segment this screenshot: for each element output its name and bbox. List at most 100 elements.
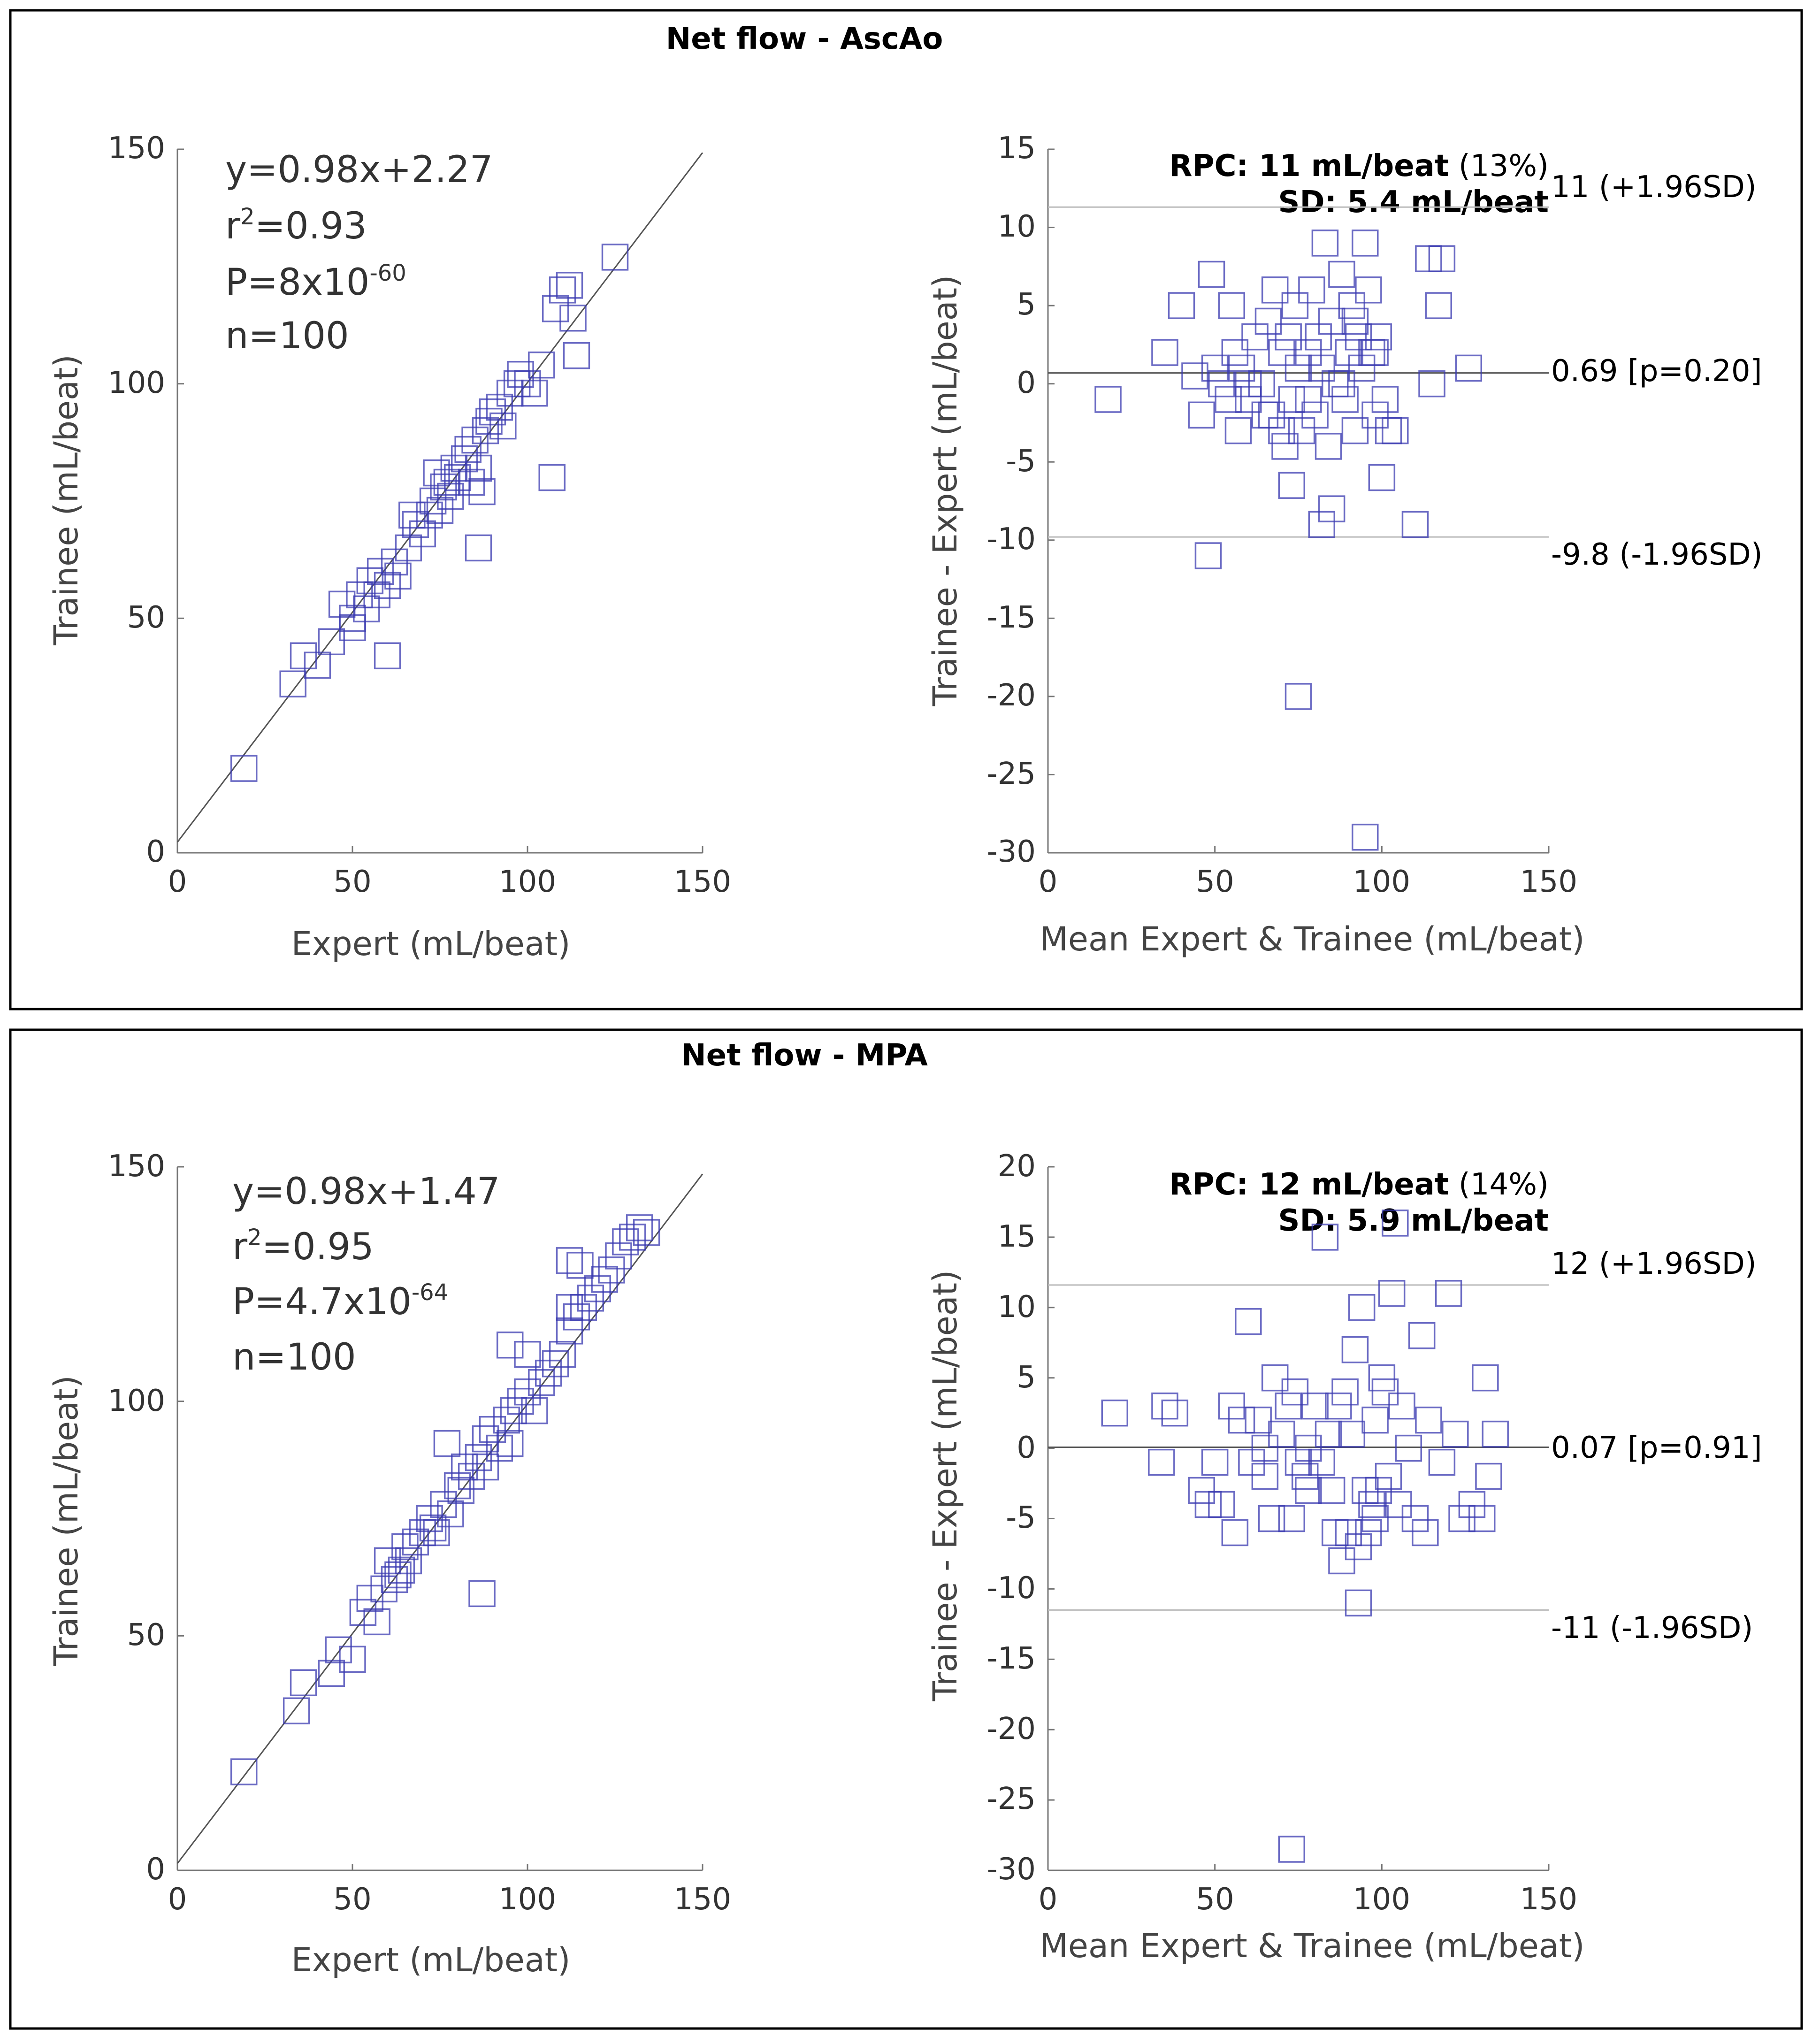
data-point	[416, 1505, 443, 1532]
y-tick-label: -30	[986, 834, 1036, 869]
sample-size: n=100	[232, 1336, 356, 1378]
data-point	[1284, 1448, 1312, 1476]
data-point	[626, 1214, 653, 1241]
y-tick-label: -15	[986, 1641, 1036, 1676]
mean-bias-label: 0.69 [p=0.20]	[1551, 354, 1762, 389]
data-point	[538, 464, 566, 491]
data-point	[496, 1430, 524, 1457]
rpc-annotation: RPC: 12 mL/beat (14%)	[1169, 1167, 1549, 1202]
data-point	[1448, 1505, 1476, 1532]
data-point	[304, 651, 331, 679]
data-point	[1188, 1477, 1215, 1504]
regression-line	[176, 1173, 703, 1864]
bland-altman-plot-ascao: 0 50 100 150 15 10 5 0 -5 -10 -15 -20 -2…	[926, 131, 1763, 958]
y-tick-label: 5	[1017, 287, 1036, 322]
data-point	[1385, 1491, 1412, 1518]
data-point	[356, 567, 384, 595]
x-tick-label: 50	[1196, 1882, 1234, 1917]
x-tick-label: 150	[1520, 865, 1577, 899]
data-point	[465, 454, 492, 482]
data-point	[475, 407, 503, 435]
data-point	[1328, 1547, 1355, 1575]
data-point	[1275, 1392, 1302, 1420]
scatter-plot-mpa: 0 50 100 150 0 50 100 150 Expert (mL/bea…	[47, 1149, 731, 1979]
data-point	[577, 1285, 604, 1312]
upper-limit-label: 11 (+1.96SD)	[1551, 170, 1757, 205]
data-point	[479, 1416, 506, 1443]
y-tick-label: 150	[108, 1149, 165, 1184]
data-point	[444, 464, 471, 491]
data-point	[1301, 401, 1329, 429]
data-point	[1308, 511, 1336, 538]
data-point	[1281, 292, 1309, 319]
data-point	[433, 1430, 461, 1457]
data-point	[339, 605, 366, 632]
data-point	[1201, 354, 1229, 382]
data-point	[395, 534, 422, 562]
data-point	[1341, 307, 1369, 335]
data-point	[465, 534, 492, 562]
data-point	[1338, 1420, 1366, 1448]
data-point	[1468, 1505, 1496, 1532]
data-point	[514, 1340, 541, 1368]
data-point	[1251, 1434, 1279, 1462]
data-point	[1352, 230, 1379, 257]
x-axis-label: Mean Expert & Trainee (mL/beat)	[1040, 920, 1584, 958]
data-point	[496, 379, 524, 407]
data-point	[535, 1359, 562, 1387]
data-point	[283, 1697, 310, 1724]
data-point	[1308, 1448, 1336, 1476]
data-point	[1328, 370, 1355, 398]
data-point	[1365, 1477, 1392, 1504]
data-point	[1224, 417, 1252, 444]
data-point	[1455, 354, 1483, 382]
data-point	[1284, 683, 1312, 710]
x-tick-label: 50	[333, 865, 371, 899]
data-point	[1268, 339, 1295, 366]
data-point	[528, 1369, 555, 1396]
y-tick-label: 5	[1017, 1360, 1036, 1395]
y-tick-label: 0	[1017, 1431, 1036, 1465]
data-point	[1412, 1519, 1439, 1546]
data-point	[384, 562, 412, 590]
data-point	[1338, 292, 1366, 319]
data-point	[633, 1219, 660, 1246]
x-tick-label: 0	[1039, 865, 1058, 899]
scatter-plot-ascao: 0 50 100 150 0 50 100 150 Expert (mL/bea…	[47, 131, 731, 963]
data-point	[1315, 433, 1342, 460]
data-point	[1341, 417, 1369, 444]
panel-title-ascao: Net flow - AscAo	[666, 22, 943, 56]
data-point	[1428, 245, 1456, 272]
data-point	[472, 1453, 499, 1481]
data-point	[465, 1444, 492, 1471]
x-tick-label: 150	[674, 1882, 731, 1917]
y-tick-label: -25	[986, 1782, 1036, 1816]
data-point	[1368, 464, 1396, 491]
y-tick-label: 0	[1017, 366, 1036, 400]
data-point	[328, 590, 356, 618]
data-point	[1415, 1406, 1442, 1434]
data-point	[1361, 339, 1389, 366]
data-point	[318, 628, 345, 656]
data-point	[430, 473, 457, 501]
data-point	[1181, 362, 1208, 390]
data-point	[549, 276, 576, 304]
data-point	[454, 436, 482, 463]
data-point	[1382, 1210, 1409, 1237]
panel-title-mpa: Net flow - MPA	[681, 1038, 928, 1073]
data-point	[1401, 1505, 1429, 1532]
data-point	[290, 642, 317, 670]
data-point	[346, 581, 373, 609]
data-point	[591, 1266, 618, 1293]
data-point	[1261, 276, 1289, 304]
data-point	[1328, 260, 1355, 288]
data-point	[395, 1547, 422, 1575]
data-point	[388, 1556, 415, 1584]
data-point	[1345, 1589, 1372, 1617]
x-tick-label: 0	[168, 1882, 187, 1917]
data-point	[559, 305, 587, 332]
data-point	[1218, 1392, 1245, 1420]
data-point	[549, 1340, 576, 1368]
y-tick-label: 100	[108, 1384, 165, 1418]
data-point	[1418, 370, 1445, 398]
